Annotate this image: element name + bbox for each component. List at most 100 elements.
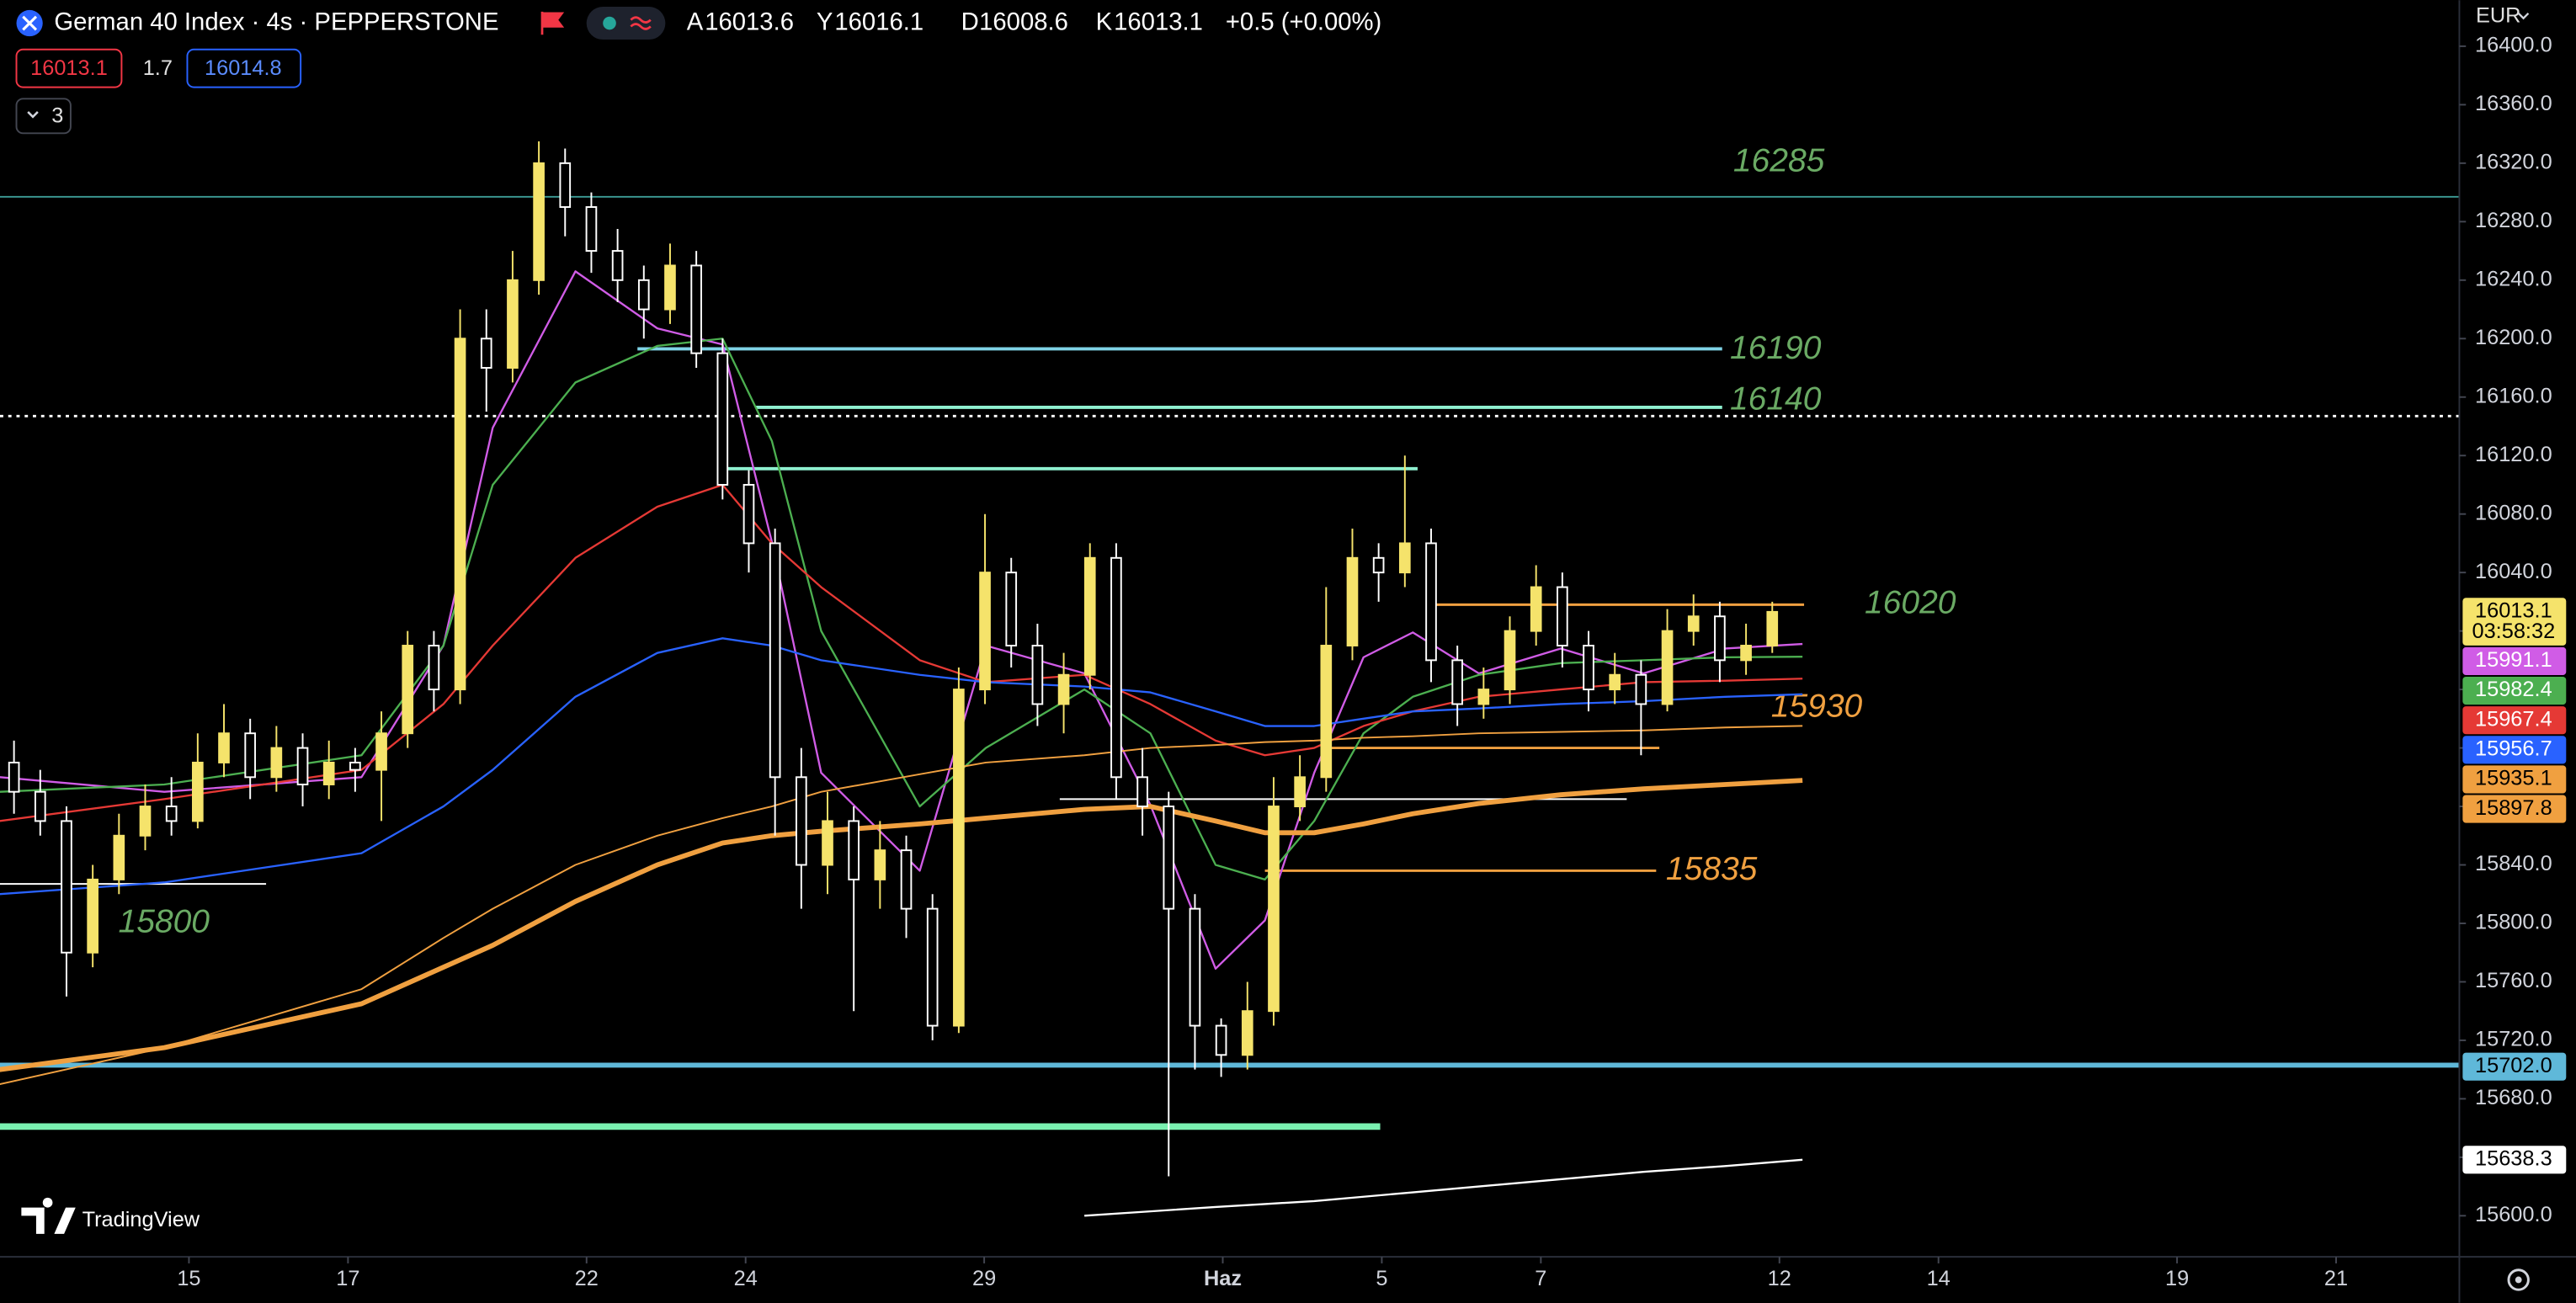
price-badge	[2462, 795, 2567, 823]
candle-body	[1005, 572, 1018, 646]
price-badge-label: 15935.1	[2475, 767, 2552, 790]
ohlc-value: 16016.1	[834, 8, 923, 35]
ma-line	[0, 338, 1803, 881]
x-tick-label: 24	[734, 1267, 758, 1290]
x-tick-label: 22	[575, 1267, 599, 1290]
candle-body	[165, 806, 178, 822]
ohlc-value: 16013.1	[1114, 8, 1203, 35]
y-tick-label: 15840.0	[2475, 852, 2552, 875]
currency[interactable]: EUR	[2476, 3, 2521, 27]
candle-body	[900, 849, 913, 910]
candle-body	[926, 907, 939, 1027]
buy-button[interactable]	[186, 48, 302, 88]
market-status-dot	[603, 16, 616, 30]
candle-body	[953, 689, 965, 1027]
y-tick-label: 16160.0	[2475, 384, 2552, 407]
candle-body	[480, 338, 492, 369]
level-label: 16140	[1730, 381, 1822, 417]
logo: TradingView	[21, 1197, 200, 1234]
candle-body	[1740, 645, 1752, 662]
candle-body	[1215, 1024, 1227, 1056]
level-label: 15930	[1771, 689, 1863, 725]
price-badge	[2462, 706, 2567, 735]
change: +0.5 (+0.00%)	[1226, 8, 1381, 35]
candle-body	[454, 338, 466, 691]
candle-body	[1346, 556, 1359, 646]
price-badge-label: 15638.3	[2475, 1147, 2552, 1171]
settings[interactable]	[2507, 1268, 2530, 1291]
chevron	[27, 111, 39, 119]
indicators-count: 3	[51, 104, 63, 127]
ohlc-key: Y	[817, 8, 833, 35]
candle-body	[1451, 659, 1464, 705]
plot-area: 16285 16190 16140 16020 15930 15835 15800	[0, 141, 2460, 1217]
candle-body	[611, 250, 624, 281]
candle-body	[507, 279, 519, 369]
price-badge-label: 15991.1	[2475, 648, 2552, 672]
candle-body	[769, 542, 781, 779]
candle-body	[1583, 645, 1594, 691]
x-tick-label: 17	[336, 1267, 359, 1290]
symbol-title: German 40 Index · 4s · PEPPERSTONE	[54, 8, 498, 35]
candle-body	[690, 264, 702, 354]
y-tick-label: 16400.0	[2475, 34, 2552, 57]
price-badge	[2462, 1146, 2567, 1174]
price-badge	[2462, 598, 2567, 646]
candle-body	[1557, 586, 1568, 646]
level-label: 16285	[1733, 143, 1825, 179]
candle-body	[1294, 776, 1306, 808]
x-tick-label: 15	[177, 1267, 200, 1290]
candle-body	[1687, 615, 1700, 632]
x-tick-label: 29	[972, 1267, 996, 1290]
candle-body	[1398, 542, 1411, 574]
price-badge	[2462, 736, 2567, 764]
candle-body	[139, 806, 152, 837]
candle-body	[1504, 630, 1516, 691]
ma-line	[1084, 1158, 1803, 1217]
candle-body	[322, 761, 335, 785]
flag-icon[interactable]	[540, 11, 565, 35]
settings-icon-center	[2515, 1276, 2522, 1284]
candle-body	[296, 747, 309, 785]
status-pill[interactable]	[586, 7, 666, 40]
chevron	[2517, 13, 2530, 20]
candle-body	[428, 645, 440, 691]
y-tick-label: 16120.0	[2475, 443, 2552, 466]
bid-price: 16013.1	[30, 56, 108, 80]
candle-body	[585, 205, 598, 253]
candle-body	[1320, 645, 1333, 779]
ohlc-value: 16008.6	[979, 8, 1068, 35]
candle-body	[87, 878, 98, 954]
spread: 1.7	[143, 56, 173, 80]
x-tick-label: 21	[2324, 1267, 2348, 1290]
price-badge-timer: 03:58:32	[2472, 620, 2555, 643]
candle-body	[270, 747, 283, 779]
y-tick-label: 16200.0	[2475, 326, 2552, 349]
candle-body	[244, 732, 257, 779]
level-label: 16190	[1730, 330, 1822, 366]
candle-body	[349, 761, 361, 771]
y-tick-label: 16360.0	[2475, 92, 2552, 115]
ohlc-key: D	[961, 8, 979, 35]
logo-text: TradingView	[82, 1208, 200, 1231]
candle-body	[1766, 610, 1779, 646]
ohlc-key: K	[1096, 8, 1113, 35]
header: German 40 Index · 4s · PEPPERSTONE A 160…	[15, 3, 2530, 135]
candle-body	[1163, 806, 1175, 910]
price-badge	[2462, 646, 2567, 676]
y-tick-label: 15680.0	[2475, 1086, 2552, 1109]
ma-line	[0, 778, 1803, 1072]
ask-price: 16014.8	[205, 56, 282, 80]
candle-body	[34, 790, 46, 822]
indicators-toggle[interactable]	[15, 98, 72, 135]
candle-body	[375, 732, 387, 771]
delay-icon	[630, 16, 652, 30]
sell-button[interactable]	[15, 48, 123, 88]
candle-body	[796, 776, 807, 866]
candle-body	[1136, 776, 1148, 808]
settings-icon[interactable]	[2507, 1268, 2530, 1291]
ohlc-value: 16013.6	[705, 8, 794, 35]
candle-body	[1425, 542, 1437, 662]
y-tick-label: 15720.0	[2475, 1028, 2552, 1051]
price-badge	[2462, 676, 2567, 705]
